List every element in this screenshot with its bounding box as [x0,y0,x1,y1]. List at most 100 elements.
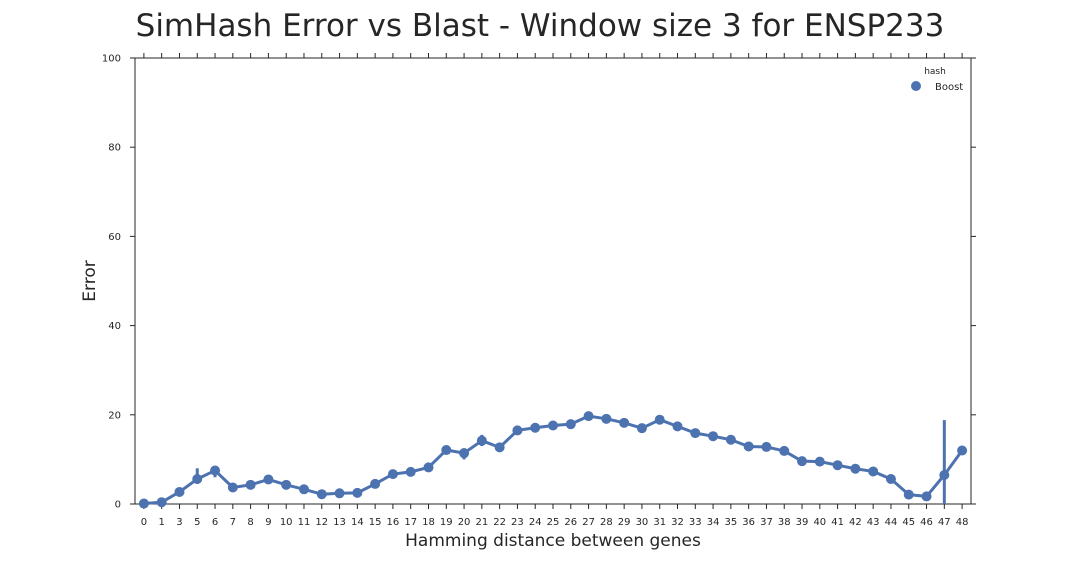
x-tick-label: 43 [867,517,880,528]
data-point [583,411,594,422]
x-tick-label: 24 [529,517,542,528]
data-point [957,445,968,456]
x-tick-label: 18 [422,517,435,528]
data-point [601,413,612,424]
data-point [672,421,683,432]
legend-label-boost: Boost [935,82,963,93]
x-tick-label: 7 [230,517,236,528]
data-point [725,434,736,445]
x-tick-label: 48 [956,517,969,528]
data-point [885,474,896,485]
x-tick-label: 20 [458,517,471,528]
x-tick-label: 47 [938,517,951,528]
x-tick-label: 46 [920,517,933,528]
x-tick-label: 17 [404,517,417,528]
data-point [298,484,309,495]
y-tick-label: 20 [108,410,121,421]
y-tick-label: 80 [108,143,121,154]
x-tick-label: 14 [351,517,364,528]
x-tick-label: 3 [176,517,182,528]
x-tick-label: 26 [564,517,577,528]
x-tick-label: 16 [387,517,400,528]
x-tick-label: 22 [493,517,506,528]
data-point [636,423,647,434]
legend-marker-boost [911,81,921,91]
data-point [263,474,274,485]
x-tick-label: 28 [600,517,613,528]
data-point [814,456,825,467]
data-point [352,487,363,498]
data-point [405,466,416,477]
data-point [743,441,754,452]
x-tick-label: 19 [440,517,453,528]
chart-title: SimHash Error vs Blast - Window size 3 f… [136,8,945,44]
data-point [174,486,185,497]
x-tick-label: 10 [280,517,293,528]
x-tick-label: 15 [369,517,382,528]
data-point [476,435,487,446]
legend-title: hash [924,67,946,77]
data-point [832,460,843,471]
data-point [370,478,381,489]
x-tick-label: 1 [158,517,164,528]
x-tick-label: 12 [315,517,328,528]
x-tick-label: 0 [141,517,147,528]
data-point [708,431,719,442]
data-point [530,422,541,433]
data-point [334,488,345,499]
x-tick-label: 27 [582,517,595,528]
data-point [210,465,221,476]
data-point [654,414,665,425]
data-point [281,479,292,490]
data-point [192,474,203,485]
data-point [690,428,701,439]
data-point [316,489,327,500]
x-tick-label: 39 [796,517,809,528]
y-tick-label: 40 [108,321,121,332]
x-tick-label: 34 [707,517,720,528]
x-tick-label: 23 [511,517,524,528]
x-tick-label: 40 [813,517,826,528]
x-tick-label: 9 [265,517,271,528]
x-tick-label: 25 [547,517,560,528]
data-point [138,498,149,509]
x-tick-label: 5 [194,517,200,528]
x-tick-label: 41 [831,517,844,528]
data-point [245,479,256,490]
data-point [850,463,861,474]
x-tick-label: 44 [885,517,898,528]
data-point [779,445,790,456]
x-tick-label: 45 [902,517,915,528]
data-point [903,489,914,500]
data-point [619,417,630,428]
x-tick-label: 31 [653,517,666,528]
x-tick-label: 11 [298,517,311,528]
y-tick-label: 60 [108,232,121,243]
x-axis-ticks: 0 1 3 5 6 7 8 9 10 11 12 13 14 15 16 17 18 19 20 21 22 23 24 25… [141,53,969,528]
x-tick-label: 30 [636,517,649,528]
x-axis-label: Hamming distance between genes [405,531,701,551]
x-tick-label: 6 [212,517,218,528]
y-tick-label: 100 [102,54,121,65]
x-tick-label: 29 [618,517,631,528]
data-point [156,497,167,508]
data-point [441,445,452,456]
legend: hash Boost [911,67,963,93]
x-tick-label: 13 [333,517,346,528]
data-point [565,419,576,430]
x-tick-label: 36 [742,517,755,528]
x-tick-label: 33 [689,517,702,528]
x-tick-label: 8 [247,517,253,528]
data-point [761,441,772,452]
x-tick-label: 35 [725,517,738,528]
y-axis-ticks: 0 20 40 60 80 100 [102,54,976,511]
data-point [921,491,932,502]
data-point [797,456,808,467]
data-point [939,470,950,481]
data-point [423,462,434,473]
x-tick-label: 42 [849,517,862,528]
data-point [387,469,398,480]
data-point [512,425,523,436]
